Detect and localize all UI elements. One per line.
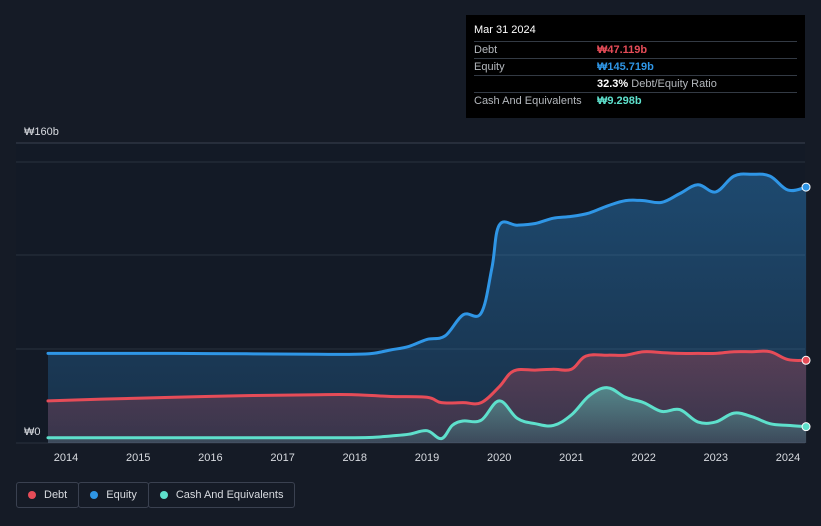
tooltip-row-equity: Equity ₩145.719b [474, 58, 797, 76]
tooltip-value: ₩9.298b [597, 95, 642, 107]
end-dot-cash-and-equivalents [801, 422, 811, 432]
tooltip-row-debt: Debt ₩47.119b [474, 41, 797, 59]
line-equity [46, 172, 808, 356]
tooltip-row-ratio: 32.3% Debt/Equity Ratio [474, 75, 797, 93]
tooltip-panel: Mar 31 2024 Debt ₩47.119b Equity ₩145.71… [466, 15, 805, 118]
area-cash-and-equivalents [48, 387, 807, 443]
tooltip-label: Equity [474, 61, 505, 73]
x-tick-label: 2017 [270, 452, 294, 464]
legend-dot-icon [28, 491, 36, 499]
x-tick-label: 2015 [126, 452, 150, 464]
tooltip-label: Cash And Equivalents [474, 95, 582, 107]
end-dot-debt [801, 355, 811, 365]
tooltip-value: ₩47.119b [597, 44, 648, 56]
x-tick-label: 2018 [343, 452, 367, 464]
x-tick-label: 2016 [198, 452, 222, 464]
y-axis-labels: ₩160b ₩0 [24, 126, 59, 438]
chart-legend: Debt Equity Cash And Equivalents [16, 482, 296, 510]
legend-label: Equity [106, 489, 137, 501]
x-tick-label: 2020 [487, 452, 511, 464]
x-tick-label: 2024 [776, 452, 800, 464]
legend-label: Cash And Equivalents [175, 489, 284, 501]
x-tick-label: 2023 [704, 452, 728, 464]
x-tick-label: 2022 [631, 452, 655, 464]
tooltip-ratio-label: Debt/Equity Ratio [631, 78, 717, 90]
tooltip-ratio: 32.3% Debt/Equity Ratio [597, 78, 717, 90]
end-dot-equity [801, 182, 811, 192]
line-debt [46, 349, 808, 406]
tooltip-date: Mar 31 2024 [474, 24, 536, 36]
x-tick-label: 2019 [415, 452, 439, 464]
tooltip-ratio-value: 32.3% [597, 78, 629, 90]
series-lines [46, 172, 808, 441]
legend-dot-icon [159, 491, 168, 499]
x-tick-label: 2014 [54, 452, 78, 464]
legend-dot-icon [90, 491, 99, 499]
line-cash-and-equivalents [46, 386, 808, 441]
series-end-dots [801, 182, 811, 432]
y-tick-label: ₩160b [24, 126, 59, 138]
legend-label: Debt [44, 489, 68, 501]
tooltip-value: ₩145.719b [597, 61, 654, 73]
legend-item-equity[interactable]: Equity [78, 482, 149, 508]
series-areas [48, 173, 807, 443]
tooltip-label: Debt [474, 44, 498, 56]
y-tick-label: ₩0 [24, 426, 41, 438]
tooltip-row-cash: Cash And Equivalents ₩9.298b [474, 92, 797, 110]
legend-item-cash[interactable]: Cash And Equivalents [147, 482, 296, 508]
x-axis-labels: 2014 2015 2016 2017 2018 2019 2020 2021 2022 2023… [54, 452, 800, 464]
legend-item-debt[interactable]: Debt [16, 482, 80, 508]
x-tick-label: 2021 [559, 452, 583, 464]
